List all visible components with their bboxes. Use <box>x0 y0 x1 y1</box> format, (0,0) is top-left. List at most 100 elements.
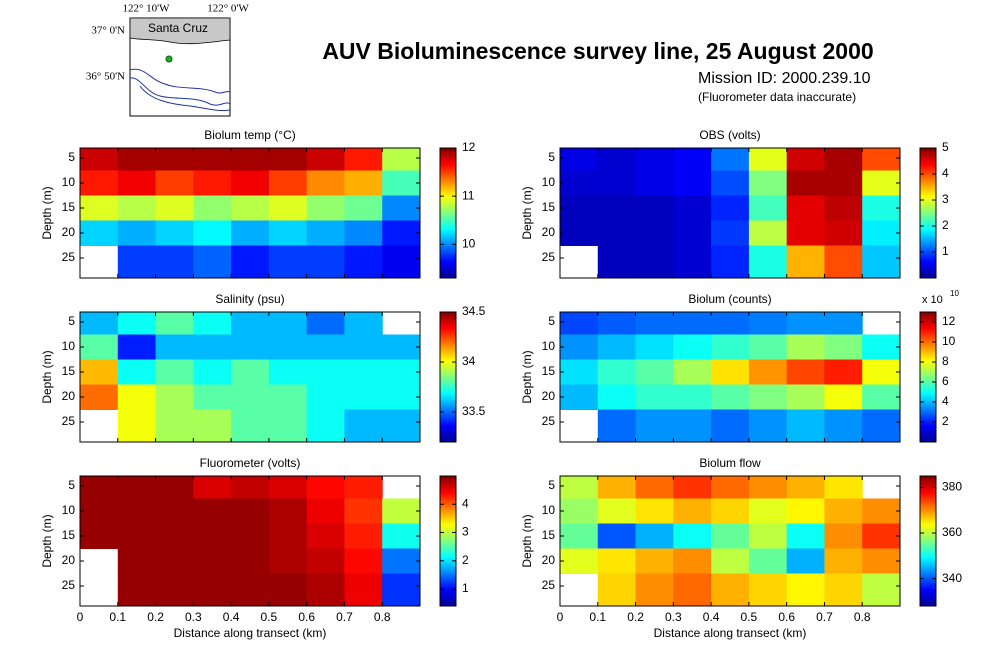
heat-cell <box>786 220 825 246</box>
panel: OBS (volts) 5 10 15 20 25 Depth (m) 1 2 3 4 5 <box>520 128 949 279</box>
heat-cell <box>231 476 270 499</box>
heat-cell <box>231 220 270 246</box>
panel-title: Biolum temp (°C) <box>204 128 295 142</box>
heat-cell <box>748 573 788 607</box>
heat-cell <box>382 148 421 171</box>
y-tick-label: 20 <box>62 553 76 567</box>
heat-cell <box>117 498 157 524</box>
heat-cell <box>711 476 750 499</box>
colorbar-tick-label: 10 <box>942 334 956 348</box>
heat-cell <box>268 220 308 246</box>
heat-cell <box>344 498 383 524</box>
colorbar-tick-label: 12 <box>462 140 476 154</box>
heat-cell <box>382 409 421 443</box>
colorbar-tick-label: 340 <box>942 571 962 585</box>
heat-cell <box>344 384 383 410</box>
heat-cell <box>155 523 194 549</box>
heat-cell <box>597 573 637 607</box>
heat-cell <box>862 170 901 196</box>
heat-cell <box>193 195 232 221</box>
y-tick-label: 25 <box>542 250 556 264</box>
heat-cell <box>117 195 157 221</box>
heat-cell <box>344 312 383 335</box>
heat-cell <box>673 548 712 574</box>
panel: Salinity (psu) 5 10 15 20 25 Depth (m) 33.5 34 34… <box>40 292 486 443</box>
note: (Fluorometer data inaccurate) <box>698 90 856 104</box>
heat-cell <box>231 573 270 607</box>
heat-cell <box>193 573 232 607</box>
heat-cell <box>344 476 383 499</box>
heat-cell <box>117 359 157 385</box>
heat-cell <box>306 220 345 246</box>
x-tick-label: 0.6 <box>778 610 795 624</box>
heat-cell <box>306 312 345 335</box>
heat-cell <box>80 476 119 499</box>
heat-cell <box>306 359 345 385</box>
heat-cell <box>155 548 194 574</box>
heat-cell <box>344 220 383 246</box>
heat-cell <box>824 170 863 196</box>
y-tick-label: 5 <box>68 314 75 328</box>
y-axis-label: Depth (m) <box>40 350 54 403</box>
heat-cell <box>306 476 345 499</box>
x-tick-label: 0.2 <box>147 610 164 624</box>
heat-cell <box>635 170 674 196</box>
y-axis-label: Depth (m) <box>520 186 534 239</box>
y-tick-label: 20 <box>62 225 76 239</box>
heat-cell <box>268 312 308 335</box>
heat-cell <box>786 523 825 549</box>
x-tick-label: 0.2 <box>627 610 644 624</box>
heat-cell <box>635 245 674 279</box>
heat-cell <box>193 245 232 279</box>
heat-cell <box>155 476 194 499</box>
colorbar-tick-label: 2 <box>462 553 469 567</box>
contour <box>139 85 231 111</box>
y-tick-label: 25 <box>542 578 556 592</box>
lat-label: 36° 50'N <box>86 71 125 83</box>
y-tick-label: 20 <box>62 389 76 403</box>
heat-cell <box>117 384 157 410</box>
heat-cell <box>824 245 863 279</box>
y-axis-label: Depth (m) <box>520 514 534 567</box>
heat-cell <box>673 498 712 524</box>
heat-cell <box>673 245 712 279</box>
heat-cell <box>231 498 270 524</box>
heat-cell <box>306 195 345 221</box>
x-tick-label: 0 <box>557 610 564 624</box>
colorbar-tick-label: 33.5 <box>462 404 486 418</box>
panel-title: Biolum flow <box>699 456 761 470</box>
heat-cell <box>560 498 599 524</box>
y-tick-label: 15 <box>542 528 556 542</box>
inset-map: Santa Cruz 122° 10'W 122° 0'W 37° 0'N 36… <box>86 3 249 117</box>
y-tick-label: 20 <box>542 225 556 239</box>
heat-cell <box>711 573 750 607</box>
heat-cell <box>268 170 308 196</box>
colorbar <box>919 147 937 279</box>
colorbar <box>439 475 457 607</box>
heat-cell <box>231 548 270 574</box>
colorbar-tick-label: 1 <box>462 581 469 595</box>
colorbar-tick-label: 360 <box>942 525 962 539</box>
heat-cell <box>711 195 750 221</box>
x-axis-label: Distance along transect (km) <box>174 626 327 640</box>
heat-cell <box>306 498 345 524</box>
heat-cell <box>344 170 383 196</box>
heat-cell <box>748 220 788 246</box>
colorbar-tick-label: 3 <box>942 192 949 206</box>
heat-cell <box>155 573 194 607</box>
heat-cell <box>597 334 637 360</box>
heat-cell <box>231 245 270 279</box>
heat-cell <box>597 220 637 246</box>
heat-cell <box>711 548 750 574</box>
x-tick-label: 0.5 <box>741 610 758 624</box>
plot-frame <box>559 147 901 279</box>
heat-cell <box>382 334 421 360</box>
y-tick-label: 15 <box>542 200 556 214</box>
x-tick-label: 0.6 <box>298 610 315 624</box>
heat-cell <box>382 573 421 607</box>
heat-cell <box>155 170 194 196</box>
contour <box>129 68 231 94</box>
heat-cell <box>117 409 157 443</box>
heat-cell <box>862 220 901 246</box>
